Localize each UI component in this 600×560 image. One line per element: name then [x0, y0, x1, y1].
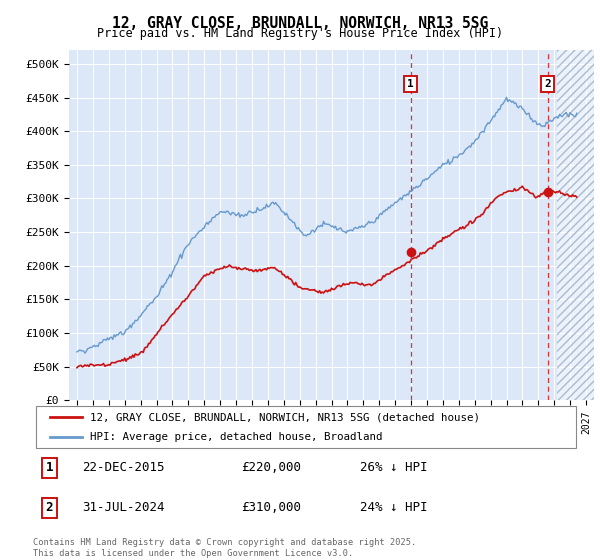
Text: HPI: Average price, detached house, Broadland: HPI: Average price, detached house, Broa… [90, 432, 383, 442]
Text: 1: 1 [407, 78, 414, 88]
Text: 22-DEC-2015: 22-DEC-2015 [82, 461, 164, 474]
Bar [557, 50, 594, 400]
Text: £220,000: £220,000 [241, 461, 301, 474]
Text: Contains HM Land Registry data © Crown copyright and database right 2025.
This d: Contains HM Land Registry data © Crown c… [33, 538, 416, 558]
Text: 12, GRAY CLOSE, BRUNDALL, NORWICH, NR13 5SG (detached house): 12, GRAY CLOSE, BRUNDALL, NORWICH, NR13 … [90, 412, 480, 422]
Text: 2: 2 [46, 501, 53, 514]
Text: 12, GRAY CLOSE, BRUNDALL, NORWICH, NR13 5SG: 12, GRAY CLOSE, BRUNDALL, NORWICH, NR13 … [112, 16, 488, 31]
Text: 26% ↓ HPI: 26% ↓ HPI [360, 461, 427, 474]
Text: 24% ↓ HPI: 24% ↓ HPI [360, 501, 427, 514]
Text: 31-JUL-2024: 31-JUL-2024 [82, 501, 164, 514]
Text: 2: 2 [544, 78, 551, 88]
Bar [557, 50, 594, 400]
Text: 1: 1 [46, 461, 53, 474]
Text: Price paid vs. HM Land Registry's House Price Index (HPI): Price paid vs. HM Land Registry's House … [97, 27, 503, 40]
FancyBboxPatch shape [36, 406, 576, 448]
Text: £310,000: £310,000 [241, 501, 301, 514]
